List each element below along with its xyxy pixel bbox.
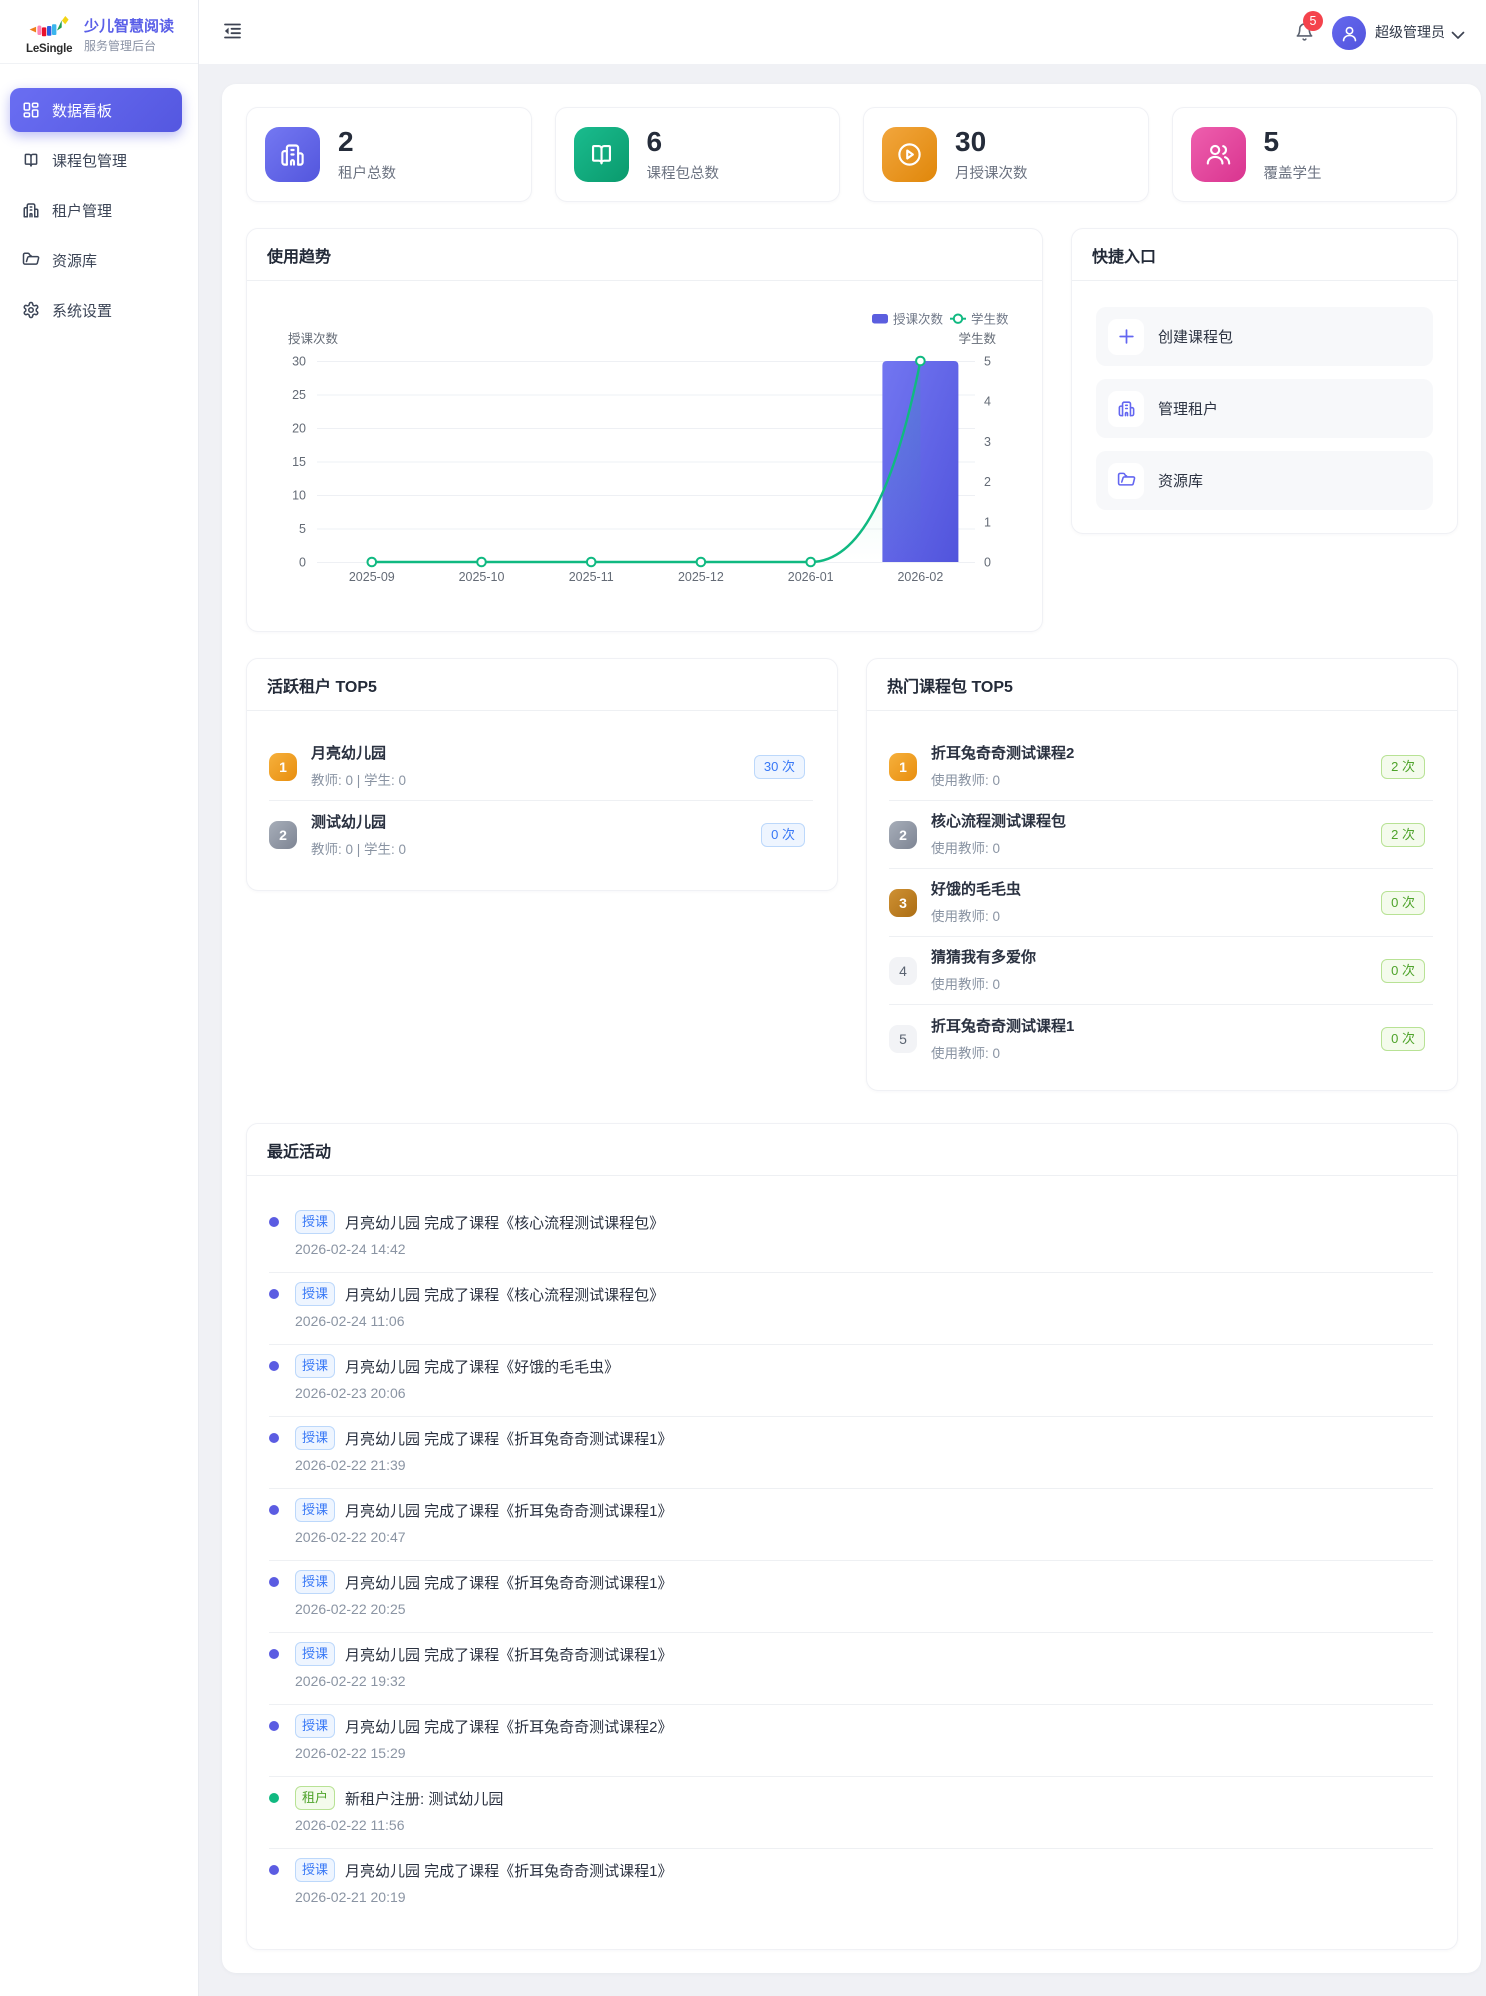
svg-text:3: 3 [984,435,991,449]
svg-text:学生数: 学生数 [971,312,1009,327]
svg-text:2: 2 [984,475,991,489]
svg-text:15: 15 [292,455,306,469]
svg-text:2025-10: 2025-10 [459,570,505,584]
svg-text:0: 0 [299,556,306,570]
svg-text:2026-02: 2026-02 [897,570,943,584]
svg-text:25: 25 [292,388,306,402]
svg-text:2025-09: 2025-09 [349,570,395,584]
svg-text:2026-01: 2026-01 [788,570,834,584]
svg-text:2025-12: 2025-12 [678,570,724,584]
svg-text:10: 10 [292,489,306,503]
svg-text:2025-11: 2025-11 [569,570,614,584]
svg-text:4: 4 [984,395,991,409]
svg-text:0: 0 [984,556,991,570]
svg-text:30: 30 [292,355,306,369]
svg-text:5: 5 [299,522,306,536]
svg-text:5: 5 [984,355,991,369]
svg-text:授课次数: 授课次数 [288,331,339,346]
svg-text:1: 1 [984,515,991,529]
svg-text:学生数: 学生数 [958,331,996,346]
svg-text:20: 20 [292,422,306,436]
svg-text:授课次数: 授课次数 [893,312,944,327]
